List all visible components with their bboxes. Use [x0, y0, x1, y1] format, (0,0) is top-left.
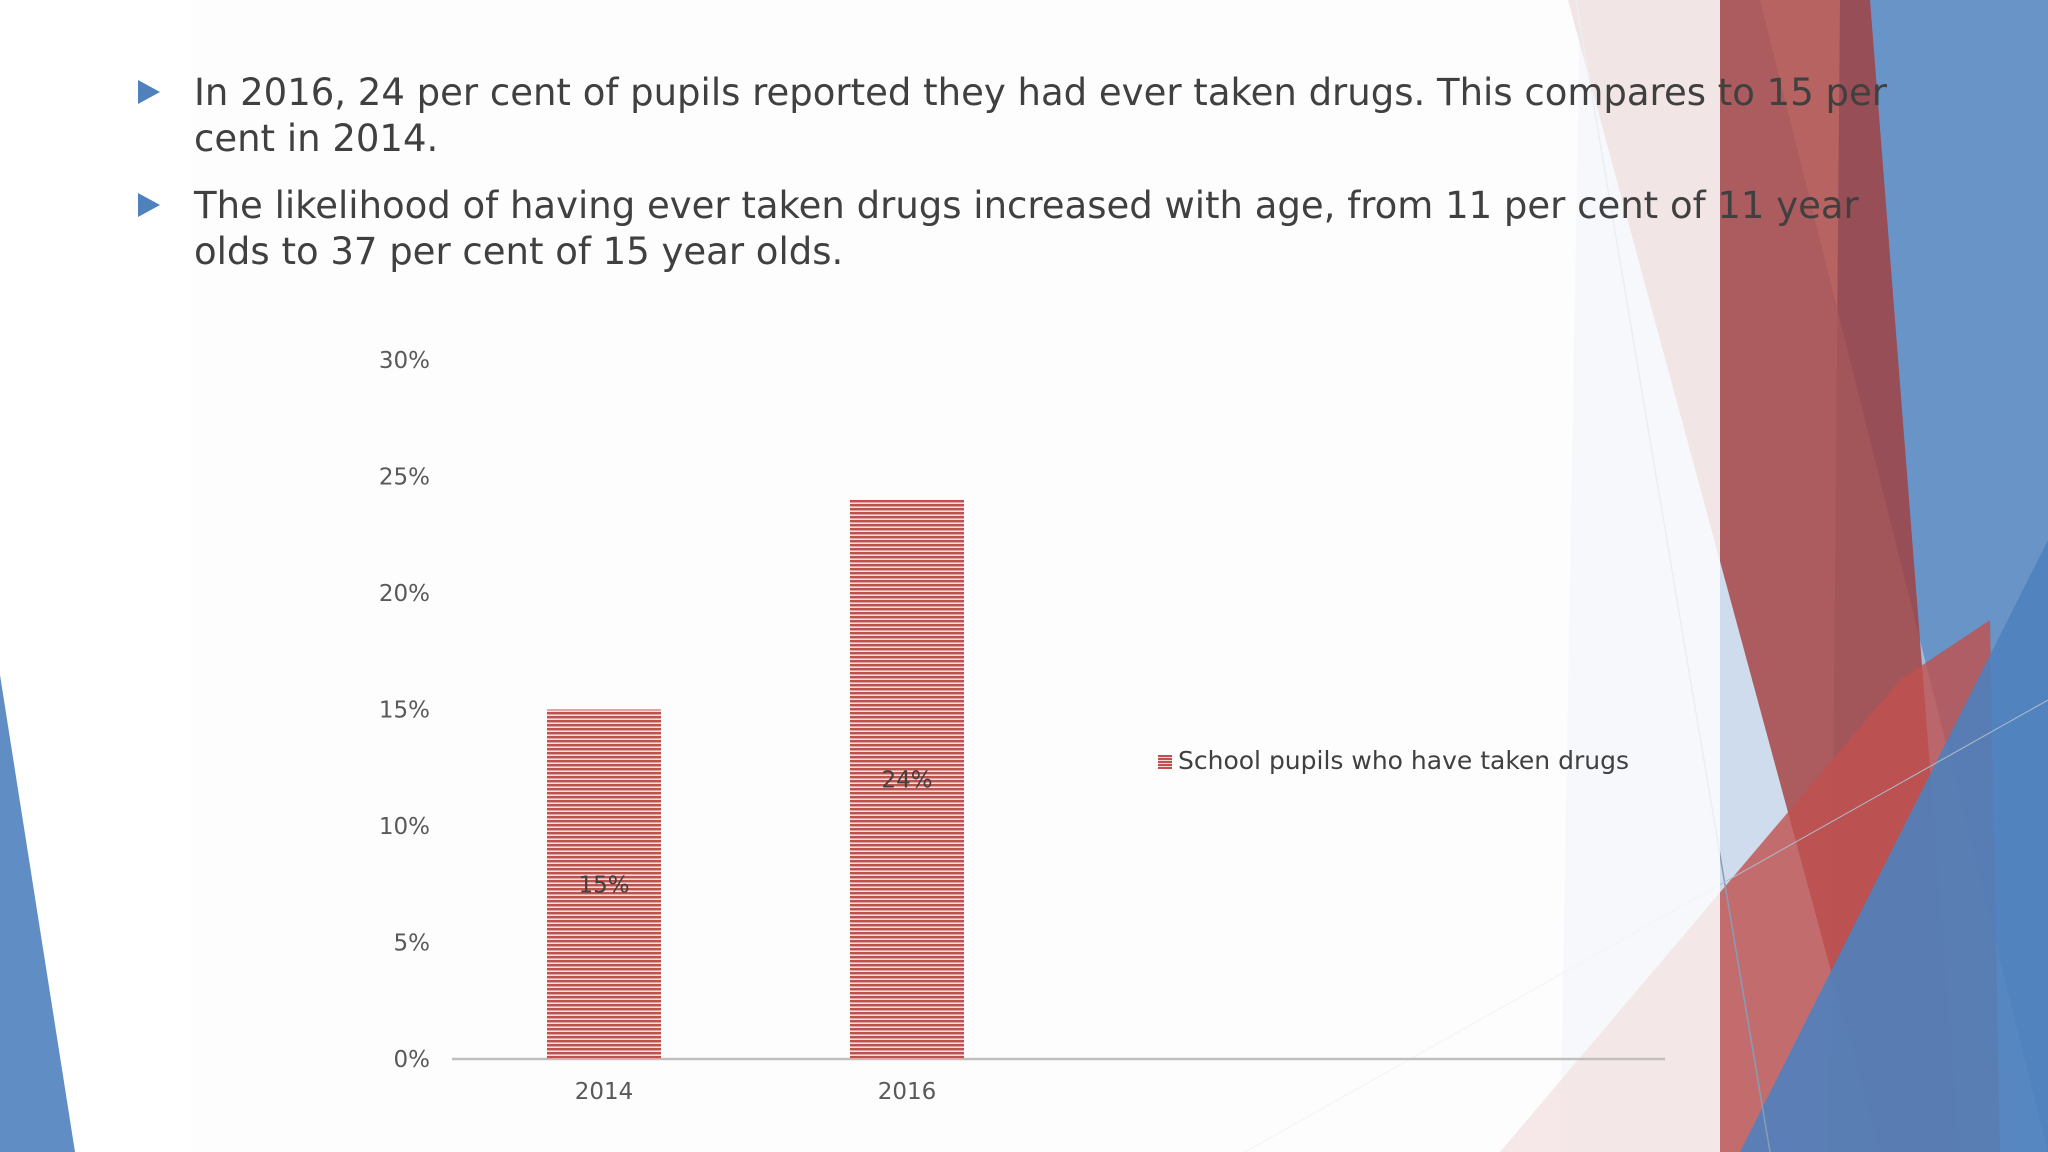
- bar: [850, 499, 964, 1059]
- triangle-bullet-icon: [138, 80, 160, 104]
- y-tick-label: 0%: [394, 1047, 431, 1073]
- y-axis-ticks: 0% 5% 10% 15% 20% 25% 30%: [379, 348, 430, 1073]
- x-axis-ticks: 2014 2016: [575, 1079, 937, 1105]
- bullet-text: In 2016, 24 per cent of pupils reported …: [194, 71, 1887, 160]
- left-blue-sliver: [0, 675, 75, 1152]
- legend-label: School pupils who have taken drugs: [1178, 746, 1629, 775]
- bar: [547, 709, 661, 1059]
- y-tick-label: 30%: [379, 348, 430, 374]
- data-label: 24%: [881, 767, 932, 793]
- y-tick-label: 5%: [394, 931, 431, 957]
- legend-swatch: [1158, 755, 1172, 769]
- triangle-bullet-icon: [138, 193, 160, 217]
- y-tick-label: 25%: [379, 465, 430, 491]
- data-label: 15%: [578, 872, 629, 898]
- chart-legend: School pupils who have taken drugs: [1158, 746, 1629, 775]
- bars-group: 15% 24%: [547, 499, 964, 1059]
- y-tick-label: 20%: [379, 581, 430, 607]
- bullet-text: The likelihood of having ever taken drug…: [194, 184, 1859, 273]
- y-tick-label: 10%: [379, 814, 430, 840]
- y-tick-label: 15%: [379, 698, 430, 724]
- x-tick-label: 2016: [878, 1079, 937, 1105]
- bottom-blue-wedge: [1740, 540, 2048, 1152]
- x-tick-label: 2014: [575, 1079, 634, 1105]
